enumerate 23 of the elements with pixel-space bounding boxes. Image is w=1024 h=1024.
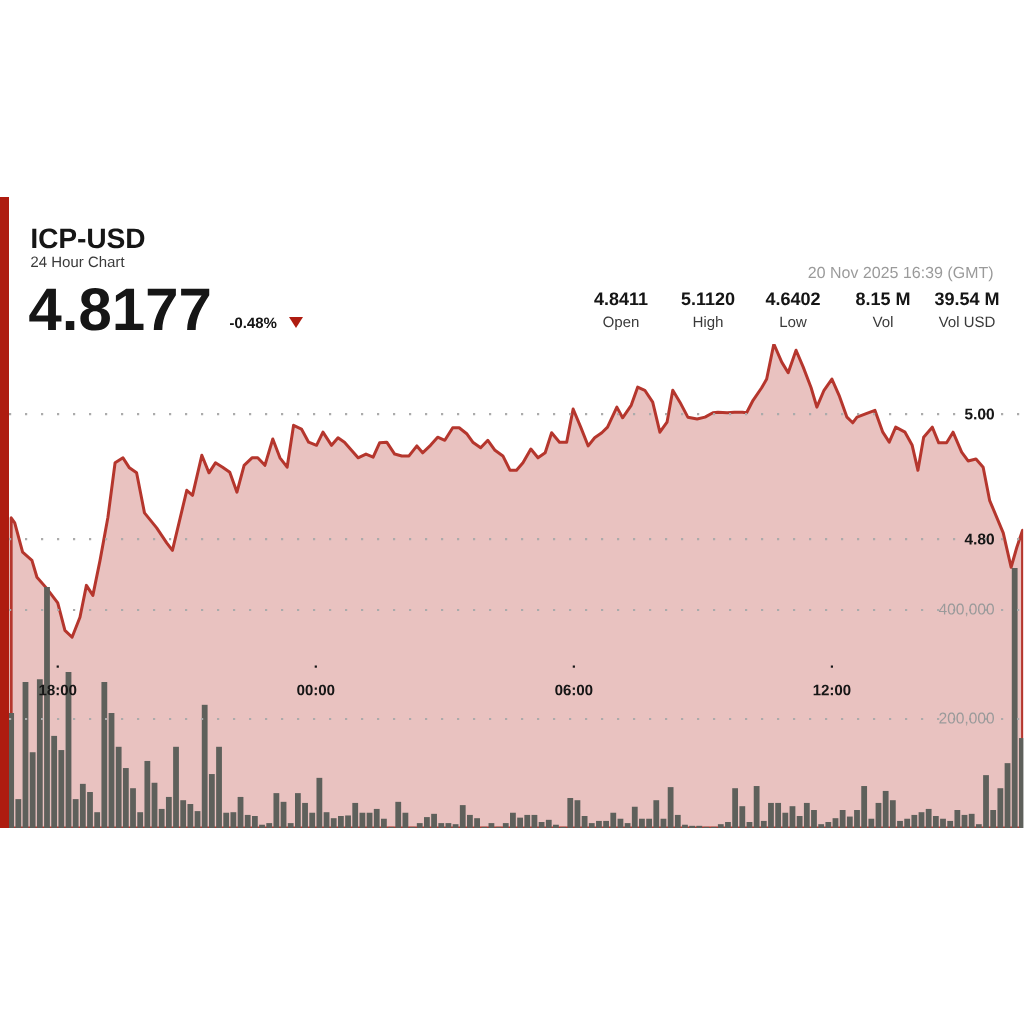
- text: Vol: [872, 316, 893, 328]
- x-tick-label: 06:00: [555, 684, 593, 696]
- text: 4.8411: [594, 292, 648, 306]
- text: Open: [603, 316, 639, 331]
- chart-title: ICP-USD: [32, 228, 145, 249]
- x-tick-label: 12:00: [813, 684, 851, 696]
- text: 4.6402: [765, 292, 820, 306]
- y-tick-label: 5.00: [964, 408, 994, 420]
- text: High: [693, 316, 723, 331]
- y2-tick-label: 400,000: [938, 603, 994, 617]
- text: 8.15 M: [856, 292, 910, 306]
- y-tick-label: 4.80: [964, 533, 994, 545]
- text: 5.1120: [681, 292, 735, 306]
- text: Vol USD: [938, 316, 995, 328]
- chart-subtitle: 24 Hour Chart: [31, 256, 125, 268]
- text: Low: [780, 316, 807, 328]
- x-tick-label: 00:00: [297, 684, 335, 696]
- text: 4.8177: [29, 288, 210, 331]
- y2-tick-label: 200,000: [939, 712, 994, 726]
- text: 20 Nov 2025 16:39 (GMT): [808, 266, 993, 282]
- bar: [452, 824, 459, 828]
- text: -0.48%: [230, 317, 277, 329]
- text: 39.54 M: [934, 292, 999, 306]
